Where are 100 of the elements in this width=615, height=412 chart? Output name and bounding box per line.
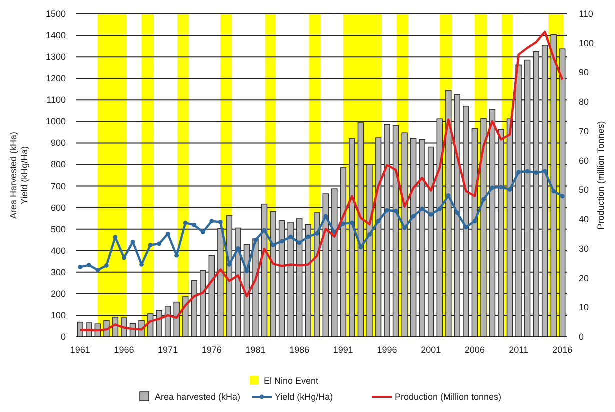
y2-tick-label: 30 [579, 244, 590, 254]
x-tick-label: 1976 [202, 345, 222, 355]
bar [305, 224, 312, 338]
legend-label: Area harvested (kHa) [155, 392, 241, 402]
bar [288, 222, 294, 338]
bar [516, 64, 522, 338]
point [368, 232, 372, 237]
point [402, 226, 407, 230]
bar [489, 109, 496, 338]
legend-label: Yield (kHg/Ha) [275, 392, 334, 402]
point [157, 242, 162, 246]
point [78, 265, 83, 270]
y2-tick-label: 0 [579, 332, 584, 342]
x-tick-label: 1986 [290, 345, 310, 355]
point [482, 197, 486, 202]
bar [278, 220, 286, 338]
point [210, 219, 214, 224]
point [358, 245, 364, 250]
point [464, 225, 468, 230]
y2-tick-label: 100 [579, 38, 594, 48]
y-tick-label: 800 [50, 160, 66, 170]
x-tick-label: 2006 [464, 345, 485, 355]
x-tick-label: 1991 [333, 345, 354, 355]
point [508, 188, 512, 192]
y-tick-label: 500 [50, 224, 66, 234]
point [148, 243, 153, 248]
point [499, 185, 504, 190]
point [297, 240, 302, 246]
y-tick-label: 1400 [46, 30, 66, 41]
point [314, 231, 320, 236]
y-tick-label: 300 [50, 267, 66, 278]
bar [270, 211, 276, 338]
point [455, 210, 460, 216]
point [376, 219, 381, 224]
point [254, 238, 258, 243]
x-tick-label: 2001 [421, 345, 442, 355]
bar [533, 52, 540, 338]
bar [322, 194, 329, 338]
x-tick-label: 1961 [70, 345, 90, 355]
point [183, 220, 188, 226]
point [96, 268, 100, 272]
point [200, 230, 206, 235]
point [560, 194, 565, 199]
point [86, 263, 92, 268]
x-tick-label: 1971 [158, 345, 178, 355]
x-tick-label: 1966 [114, 345, 134, 355]
y-tick-label: 1500 [46, 9, 66, 19]
y-tick-label: 1300 [46, 52, 66, 62]
bar [463, 106, 470, 338]
y-tick-label: 700 [50, 181, 66, 192]
point [341, 222, 346, 226]
point [271, 243, 276, 248]
bar [524, 60, 531, 338]
point [394, 209, 398, 214]
line-series [79, 30, 564, 332]
y-tick-label: 0 [60, 332, 66, 342]
y-tick-label: 200 [50, 288, 66, 299]
bar [191, 280, 198, 338]
point [552, 189, 556, 194]
bar [384, 124, 390, 338]
bar [402, 132, 408, 338]
bar [419, 139, 426, 338]
bar [174, 302, 180, 338]
point [244, 269, 250, 274]
point [113, 235, 118, 240]
point [472, 219, 478, 224]
bar [472, 128, 478, 338]
y2-tick-label: 60 [579, 156, 590, 166]
point [525, 169, 530, 174]
point [262, 228, 267, 233]
point [420, 206, 425, 212]
point [516, 170, 521, 174]
bar [358, 122, 364, 338]
y-tick-label: 400 [50, 246, 66, 256]
y2-tick-label: 70 [579, 126, 590, 136]
bar [428, 146, 434, 338]
bar [235, 228, 242, 338]
point [428, 212, 434, 217]
bar [410, 138, 417, 338]
point [104, 264, 109, 268]
bar [314, 212, 320, 338]
bar [296, 218, 303, 338]
x-tick-label: 2011 [509, 345, 528, 355]
bar [218, 228, 224, 338]
bar [375, 138, 382, 338]
y-tick-label: 600 [50, 202, 66, 213]
bar [366, 164, 373, 338]
point [542, 169, 548, 174]
point [280, 239, 284, 244]
bar [446, 90, 452, 338]
bar [454, 94, 461, 338]
bar [506, 118, 514, 338]
y-axis-title: Area Harvested (kHa) Yield (kHg/Ha) [8, 132, 30, 220]
legend-label: El Nino Event [264, 376, 320, 386]
point [288, 234, 294, 240]
y-tick-label: 100 [50, 310, 66, 320]
point [306, 234, 311, 240]
y-tick-label: 1200 [46, 74, 66, 84]
y2-tick-label: 50 [579, 185, 590, 196]
point [192, 223, 197, 228]
